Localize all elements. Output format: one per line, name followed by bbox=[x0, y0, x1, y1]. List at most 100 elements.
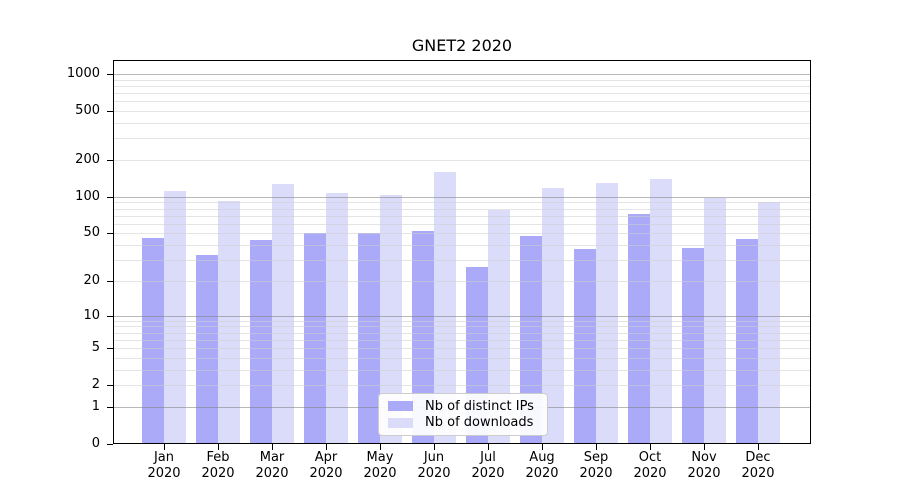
y-tick-5 bbox=[107, 348, 113, 350]
y-tick-label-0: 0 bbox=[91, 436, 100, 451]
x-tick-jul bbox=[488, 444, 489, 450]
x-tick-year: 2020 bbox=[633, 466, 667, 481]
x-tick-jun bbox=[434, 444, 435, 450]
gridline-minor-70 bbox=[113, 215, 811, 217]
gridline-minor-60 bbox=[113, 223, 811, 225]
bar-ips-apr bbox=[304, 233, 326, 444]
x-tick-year: 2020 bbox=[255, 466, 289, 481]
y-tick-label-2: 2 bbox=[91, 377, 100, 393]
bar-ips-feb bbox=[196, 255, 218, 444]
y-tick-label-5: 5 bbox=[91, 340, 100, 356]
gridline-minor-30 bbox=[113, 260, 811, 262]
x-tick-month: Dec bbox=[745, 450, 771, 465]
x-tick-label-apr: Apr 2020 bbox=[298, 450, 354, 482]
y-tick-1000 bbox=[107, 73, 113, 75]
gridline-minor-4 bbox=[113, 357, 811, 359]
gridline-minor-8 bbox=[113, 326, 811, 328]
x-tick-label-may: May 2020 bbox=[352, 450, 408, 482]
y-tick-200 bbox=[107, 159, 113, 161]
gridline-minor-700 bbox=[113, 93, 811, 95]
legend-swatch-ips-icon bbox=[388, 401, 413, 412]
y-tick-500 bbox=[107, 111, 113, 113]
gridline-minor-9 bbox=[113, 320, 811, 322]
x-tick-label-mar: Mar 2020 bbox=[244, 450, 300, 482]
x-tick-year: 2020 bbox=[741, 466, 775, 481]
bar-downloads-sep bbox=[596, 182, 618, 444]
bar-downloads-jan bbox=[164, 190, 186, 444]
bar-ips-oct bbox=[628, 214, 650, 444]
x-tick-label-dec: Dec 2020 bbox=[730, 450, 786, 482]
legend-item-downloads: Nb of downloads bbox=[388, 415, 538, 430]
gridline-minor-50 bbox=[113, 233, 811, 235]
x-tick-month: Jul bbox=[480, 450, 496, 465]
x-tick-month: Apr bbox=[314, 450, 338, 465]
y-tick-label-100: 100 bbox=[75, 188, 100, 204]
y-tick-label-500: 500 bbox=[75, 103, 100, 119]
y-tick-label-1: 1 bbox=[91, 398, 100, 414]
bar-ips-sep bbox=[574, 249, 596, 444]
gridline-minor-2 bbox=[113, 385, 811, 387]
y-tick-label-20: 20 bbox=[83, 272, 100, 288]
x-tick-year: 2020 bbox=[363, 466, 397, 481]
x-tick-month: Mar bbox=[259, 450, 285, 465]
y-tick-label-50: 50 bbox=[83, 225, 100, 241]
x-tick-month: Jan bbox=[153, 450, 175, 465]
y-tick-100 bbox=[107, 196, 113, 198]
x-tick-mar bbox=[272, 444, 273, 450]
x-tick-month: May bbox=[366, 450, 394, 465]
x-tick-month: Nov bbox=[691, 450, 717, 465]
x-tick-jan bbox=[164, 444, 165, 450]
x-tick-aug bbox=[542, 444, 543, 450]
gridline-minor-80 bbox=[113, 208, 811, 210]
bar-downloads-may bbox=[380, 194, 402, 444]
x-tick-month: Feb bbox=[206, 450, 230, 465]
x-tick-label-jan: Jan 2020 bbox=[136, 450, 192, 482]
x-tick-year: 2020 bbox=[471, 466, 505, 481]
gridline-minor-7 bbox=[113, 332, 811, 334]
x-tick-month: Oct bbox=[638, 450, 662, 465]
x-tick-month: Aug bbox=[529, 450, 555, 465]
y-tick-label-1000: 1000 bbox=[66, 65, 100, 81]
y-tick-2 bbox=[107, 385, 113, 387]
x-tick-label-aug: Aug 2020 bbox=[514, 450, 570, 482]
bar-downloads-dec bbox=[758, 201, 780, 444]
gridline-minor-500 bbox=[113, 111, 811, 113]
x-tick-dec bbox=[758, 444, 759, 450]
gridline-minor-300 bbox=[113, 138, 811, 140]
y-tick-20 bbox=[107, 280, 113, 282]
bar-ips-dec bbox=[736, 238, 758, 444]
x-tick-label-oct: Oct 2020 bbox=[622, 450, 678, 482]
x-tick-year: 2020 bbox=[201, 466, 235, 481]
y-tick-label-200: 200 bbox=[75, 151, 100, 167]
gridline-minor-3 bbox=[113, 369, 811, 371]
chart-title: GNET2 2020 bbox=[411, 36, 513, 55]
gridline-minor-20 bbox=[113, 280, 811, 282]
x-tick-year: 2020 bbox=[417, 466, 451, 481]
x-tick-month: Jun bbox=[423, 450, 445, 465]
gridline-major-10 bbox=[113, 315, 811, 317]
gridline-minor-6 bbox=[113, 339, 811, 341]
x-tick-may bbox=[380, 444, 381, 450]
x-tick-apr bbox=[326, 444, 327, 450]
y-tick-10 bbox=[107, 315, 113, 317]
gridline-minor-800 bbox=[113, 85, 811, 87]
gridline-major-100 bbox=[113, 196, 811, 198]
bar-downloads-apr bbox=[326, 193, 348, 444]
bar-downloads-oct bbox=[650, 178, 672, 444]
y-tick-label-10: 10 bbox=[83, 307, 100, 323]
x-tick-label-jul: Jul 2020 bbox=[460, 450, 516, 482]
x-tick-year: 2020 bbox=[579, 466, 613, 481]
legend-swatch-downloads-icon bbox=[388, 417, 413, 428]
x-tick-sep bbox=[596, 444, 597, 450]
bar-downloads-mar bbox=[272, 183, 294, 444]
x-tick-month: Sep bbox=[583, 450, 609, 465]
x-tick-oct bbox=[650, 444, 651, 450]
x-tick-label-jun: Jun 2020 bbox=[406, 450, 462, 482]
x-tick-year: 2020 bbox=[687, 466, 721, 481]
gridline-minor-5 bbox=[113, 348, 811, 350]
gridline-minor-200 bbox=[113, 159, 811, 161]
legend-label-distinct-ips: Nb of distinct IPs bbox=[425, 398, 534, 414]
x-tick-feb bbox=[218, 444, 219, 450]
bar-downloads-jun bbox=[434, 171, 456, 444]
x-tick-year: 2020 bbox=[147, 466, 181, 481]
